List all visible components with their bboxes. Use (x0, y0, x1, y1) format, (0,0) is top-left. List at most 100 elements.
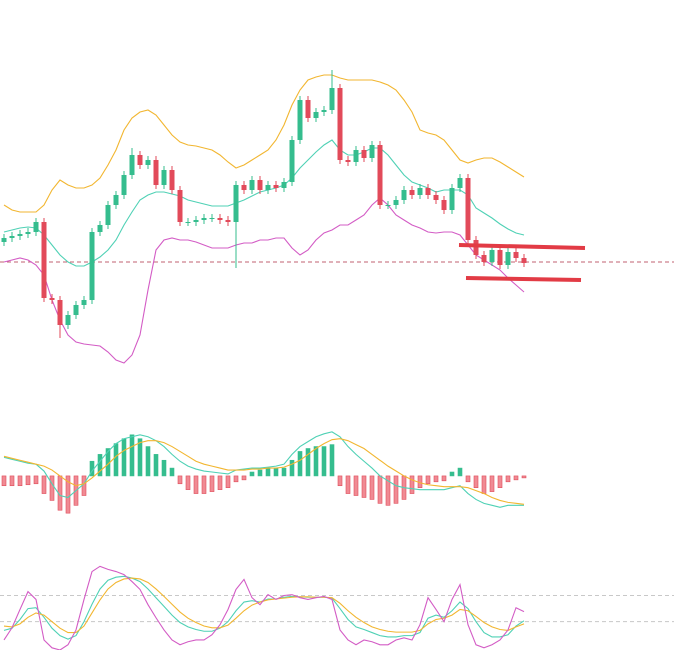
candle-body (169, 170, 175, 190)
macd-bar (177, 475, 183, 485)
candle-body (489, 250, 495, 262)
candle-body (409, 190, 415, 195)
candle-body (457, 178, 463, 188)
macd-bar (193, 475, 199, 494)
macd-bar (449, 471, 455, 477)
macd-bar (49, 475, 55, 501)
candle-body (401, 190, 407, 200)
candle-body (209, 218, 215, 219)
candle-body (25, 232, 31, 234)
macd-bar (337, 475, 343, 487)
candle-body (161, 170, 167, 185)
candle-body (481, 255, 487, 262)
macd-bar (513, 475, 519, 481)
candle-body (433, 195, 439, 200)
candle-body (329, 88, 335, 110)
candle-body (369, 145, 375, 158)
candle-body (257, 180, 263, 190)
candle-body (377, 145, 383, 205)
indicator-line (3, 438, 525, 505)
macd-bar (201, 475, 207, 494)
macd-bar (481, 475, 487, 494)
macd-bar (25, 475, 31, 486)
macd-bar (225, 475, 231, 488)
candle-body (265, 185, 271, 190)
macd-bar (241, 475, 247, 481)
candle-body (441, 200, 447, 210)
macd-bar (441, 475, 447, 482)
candle-body (385, 205, 391, 206)
candle-body (465, 178, 471, 240)
candle-body (345, 160, 351, 162)
candle-body (193, 220, 199, 222)
candle-body (145, 160, 151, 165)
candle-body (305, 100, 311, 118)
candle-body (217, 218, 223, 220)
macd-bar (497, 475, 503, 488)
candle-body (249, 180, 255, 190)
indicator-line (3, 565, 525, 650)
candle-body (137, 155, 143, 165)
candle-body (73, 305, 79, 315)
macd-bar (97, 454, 103, 477)
candle-body (225, 220, 231, 222)
candle-body (297, 100, 303, 140)
candle-body (321, 110, 327, 112)
candle-body (1, 238, 7, 242)
macd-bar (113, 443, 119, 477)
macd-bar (153, 454, 159, 477)
macd-bar (385, 475, 391, 506)
macd-bar (521, 475, 527, 479)
candle-body (449, 188, 455, 210)
candle-body (113, 195, 119, 205)
candle-body (201, 218, 207, 220)
candle-body (337, 88, 343, 160)
macd-bar (321, 446, 327, 477)
macd-bar (33, 475, 39, 485)
macd-bar (425, 475, 431, 485)
macd-bar (345, 475, 351, 494)
candle-body (129, 155, 135, 175)
candle-body (497, 250, 503, 265)
macd-bar (81, 475, 87, 496)
indicator-line (3, 197, 525, 364)
macd-bar (305, 448, 311, 477)
candle-body (177, 190, 183, 222)
macd-bar (281, 467, 287, 477)
candle-body (505, 252, 511, 265)
candle-body (513, 252, 519, 258)
macd-bar (209, 475, 215, 492)
candle-body (41, 222, 47, 298)
macd-bar (409, 475, 415, 494)
candle-body (49, 298, 55, 300)
macd-bar (65, 475, 71, 514)
macd-bar (257, 469, 263, 477)
macd-bar (353, 475, 359, 496)
candle-body (273, 185, 279, 188)
macd-bar (473, 475, 479, 488)
macd-bar (161, 459, 167, 477)
candle-body (417, 188, 423, 195)
macd-bar (265, 467, 271, 477)
plot-area (0, 70, 674, 650)
macd-bar (17, 475, 23, 487)
candle-body (89, 232, 95, 300)
macd-bar (137, 438, 143, 477)
macd-bar (457, 467, 463, 477)
candle-body (473, 240, 479, 255)
candle-body (105, 205, 111, 225)
macd-bar (145, 446, 151, 477)
macd-bar (121, 438, 127, 477)
macd-bar (233, 475, 239, 483)
macd-bar (369, 475, 375, 500)
candle-body (425, 188, 431, 195)
macd-bar (505, 475, 511, 483)
indicator-line (3, 577, 525, 634)
macd-bar (465, 475, 471, 483)
macd-bar (393, 475, 399, 504)
candle-body (65, 315, 71, 325)
macd-bar (297, 451, 303, 477)
resistance-drawing (458, 243, 586, 250)
candle-body (241, 185, 247, 190)
candle-body (81, 300, 87, 305)
